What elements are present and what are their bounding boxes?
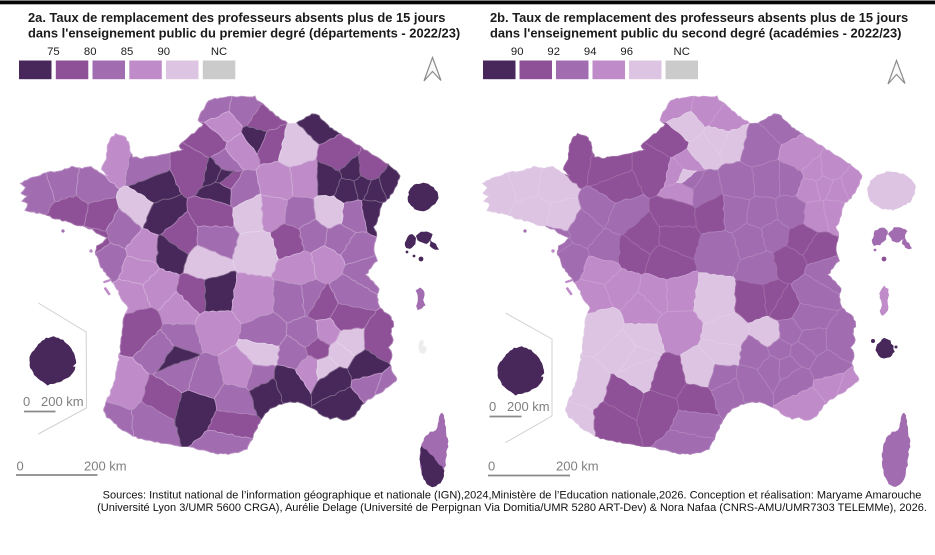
svg-text:90: 90: [158, 46, 171, 58]
svg-text:dans l'enseignement public du: dans l'enseignement public du premier de…: [28, 26, 460, 41]
svg-text:NC: NC: [211, 46, 227, 58]
svg-text:96: 96: [620, 46, 633, 58]
svg-text:85: 85: [121, 46, 134, 58]
svg-text:2a. Taux de remplacement des p: 2a. Taux de remplacement des professeurs…: [28, 10, 445, 25]
svg-text:92: 92: [547, 46, 560, 58]
svg-text:2b. Taux de remplacement des p: 2b. Taux de remplacement des professeurs…: [490, 10, 908, 25]
svg-text:0: 0: [488, 459, 495, 474]
svg-text:90: 90: [511, 46, 524, 58]
svg-text:0: 0: [17, 459, 24, 474]
svg-text:(Université Lyon 3/UMR 5600 CR: (Université Lyon 3/UMR 5600 CRGA), Aurél…: [97, 502, 927, 514]
svg-text:200 km: 200 km: [84, 459, 127, 474]
svg-text:0: 0: [23, 394, 30, 409]
svg-text:dans l'enseignement public du: dans l'enseignement public du second deg…: [490, 26, 901, 41]
svg-text:200 km: 200 km: [507, 399, 550, 414]
svg-text:80: 80: [84, 46, 97, 58]
svg-text:0: 0: [489, 399, 496, 414]
svg-text:200 km: 200 km: [41, 394, 84, 409]
svg-text:200 km: 200 km: [556, 459, 599, 474]
svg-text:Sources: Institut national de: Sources: Institut national de l’informat…: [103, 490, 922, 502]
svg-text:NC: NC: [674, 46, 690, 58]
svg-text:94: 94: [584, 46, 597, 58]
svg-text:75: 75: [47, 46, 60, 58]
